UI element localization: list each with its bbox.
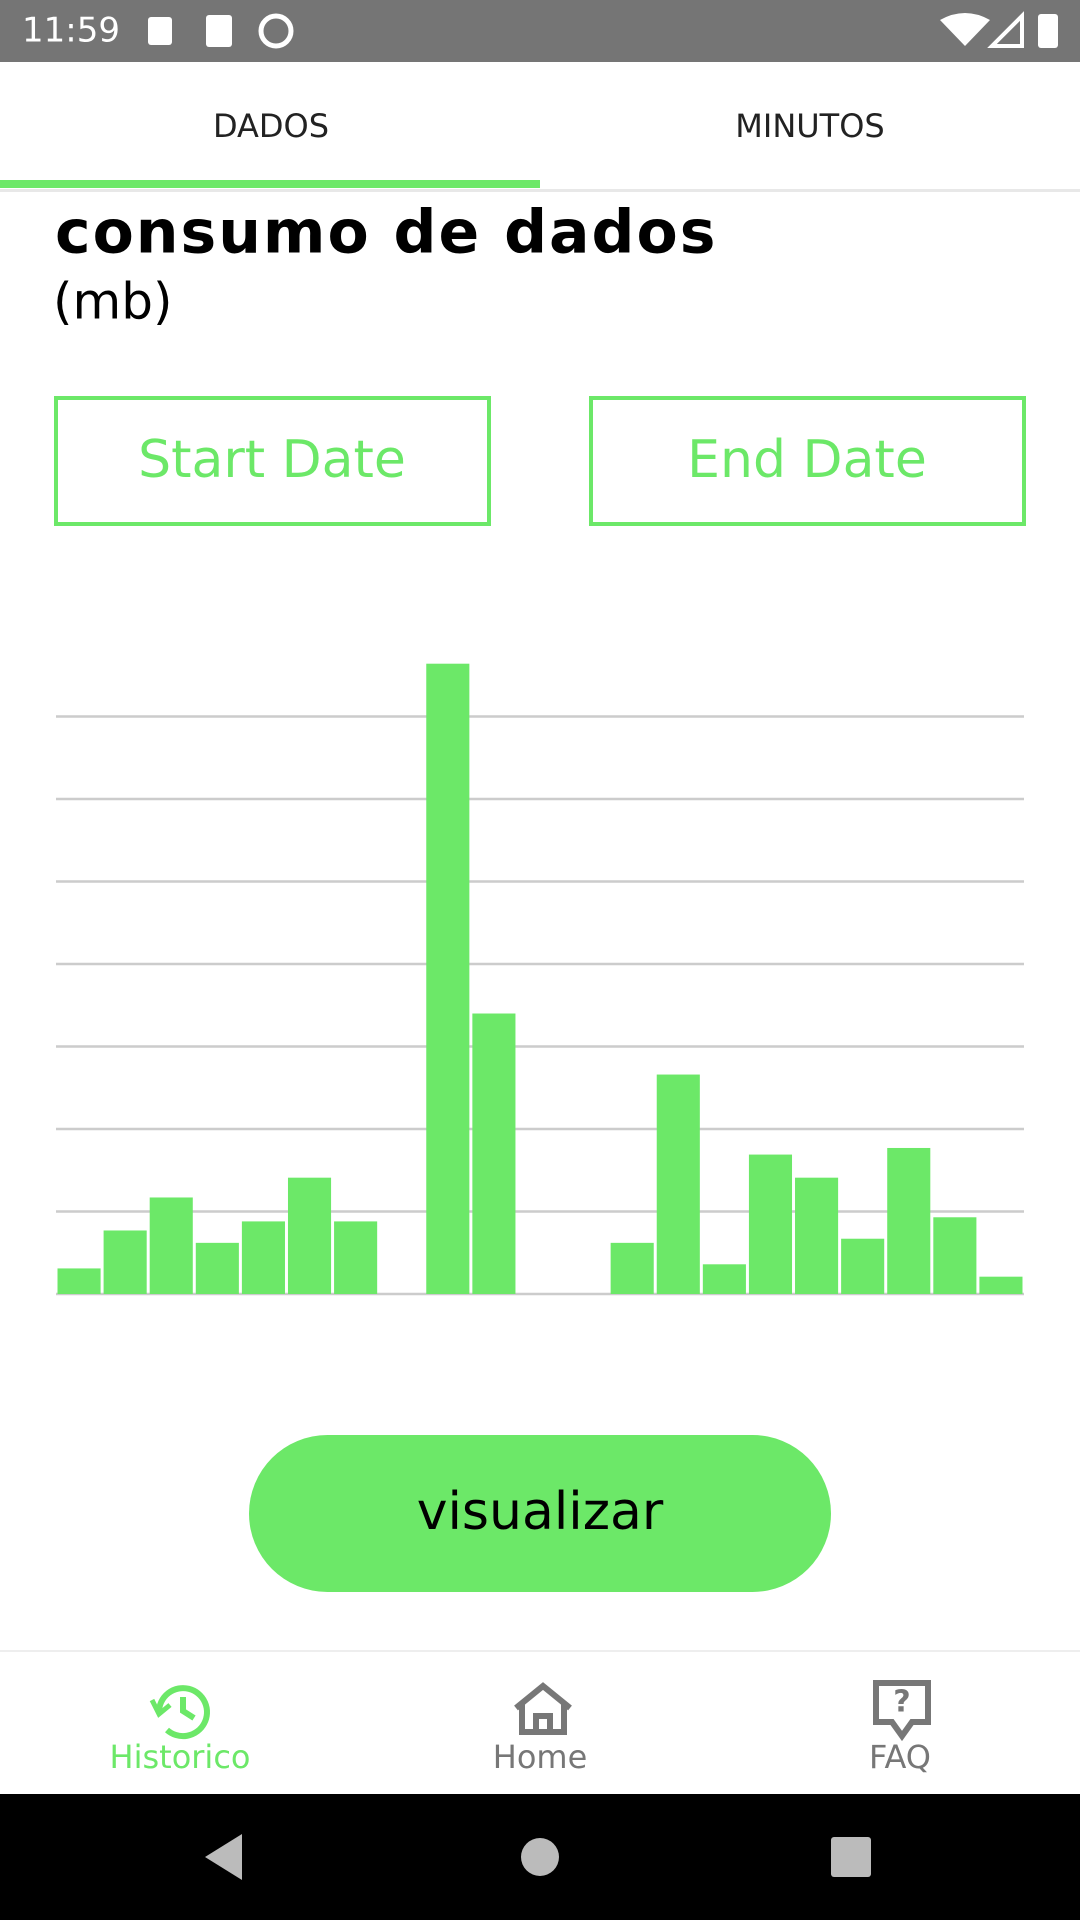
bar (933, 1217, 977, 1294)
end-date-button[interactable] (589, 396, 1026, 526)
bar (702, 1264, 746, 1294)
status-icon (148, 17, 172, 45)
bar (656, 1074, 700, 1294)
home-button[interactable] (521, 1838, 559, 1876)
chart (56, 663, 1024, 1296)
home-icon[interactable] (514, 1682, 572, 1735)
nav-divider (0, 1650, 1080, 1652)
subtitle: (mb) (53, 273, 172, 331)
bar (149, 1197, 193, 1294)
visualizar-label[interactable]: visualizar (417, 1482, 664, 1542)
bar (57, 1268, 101, 1294)
bar (287, 1177, 332, 1294)
tab[interactable]: MINUTOS (735, 107, 884, 145)
tab-indicator (0, 180, 540, 188)
nav-label[interactable]: Historico (110, 1738, 251, 1776)
back-button[interactable] (205, 1834, 242, 1880)
bar (841, 1238, 885, 1294)
end-date-label[interactable]: End Date (687, 430, 927, 490)
tab-shadow (0, 189, 1080, 192)
bar (103, 1230, 147, 1294)
bar (426, 663, 470, 1294)
bar (887, 1147, 931, 1294)
bar (334, 1221, 378, 1294)
battery-icon (1038, 14, 1058, 48)
nav-label[interactable]: FAQ (869, 1738, 931, 1776)
start-date-label[interactable]: Start Date (138, 430, 406, 490)
bar (795, 1177, 839, 1294)
visualizar-button[interactable] (249, 1435, 831, 1592)
status-icon (206, 15, 232, 47)
wifi-icon (940, 13, 990, 46)
bar (748, 1154, 793, 1294)
svg-text:?: ? (893, 1685, 910, 1720)
faq-icon[interactable]: ? (873, 1680, 931, 1742)
bar (241, 1221, 285, 1294)
start-date-button[interactable] (54, 396, 491, 526)
title: consumo de dados (55, 198, 717, 268)
history-icon[interactable] (149, 1685, 210, 1740)
bar (195, 1242, 239, 1294)
status-bar (0, 0, 1080, 62)
tab[interactable]: DADOS (213, 107, 329, 145)
status-time: 11:59 (22, 11, 120, 51)
nav-label[interactable]: Home (493, 1738, 588, 1776)
status-icon (258, 13, 294, 49)
bar (979, 1276, 1023, 1294)
signal-icon (987, 11, 1024, 48)
tab-bar (0, 62, 1080, 190)
bar (610, 1242, 654, 1294)
recents-button[interactable] (831, 1837, 871, 1877)
bar (472, 1013, 516, 1294)
